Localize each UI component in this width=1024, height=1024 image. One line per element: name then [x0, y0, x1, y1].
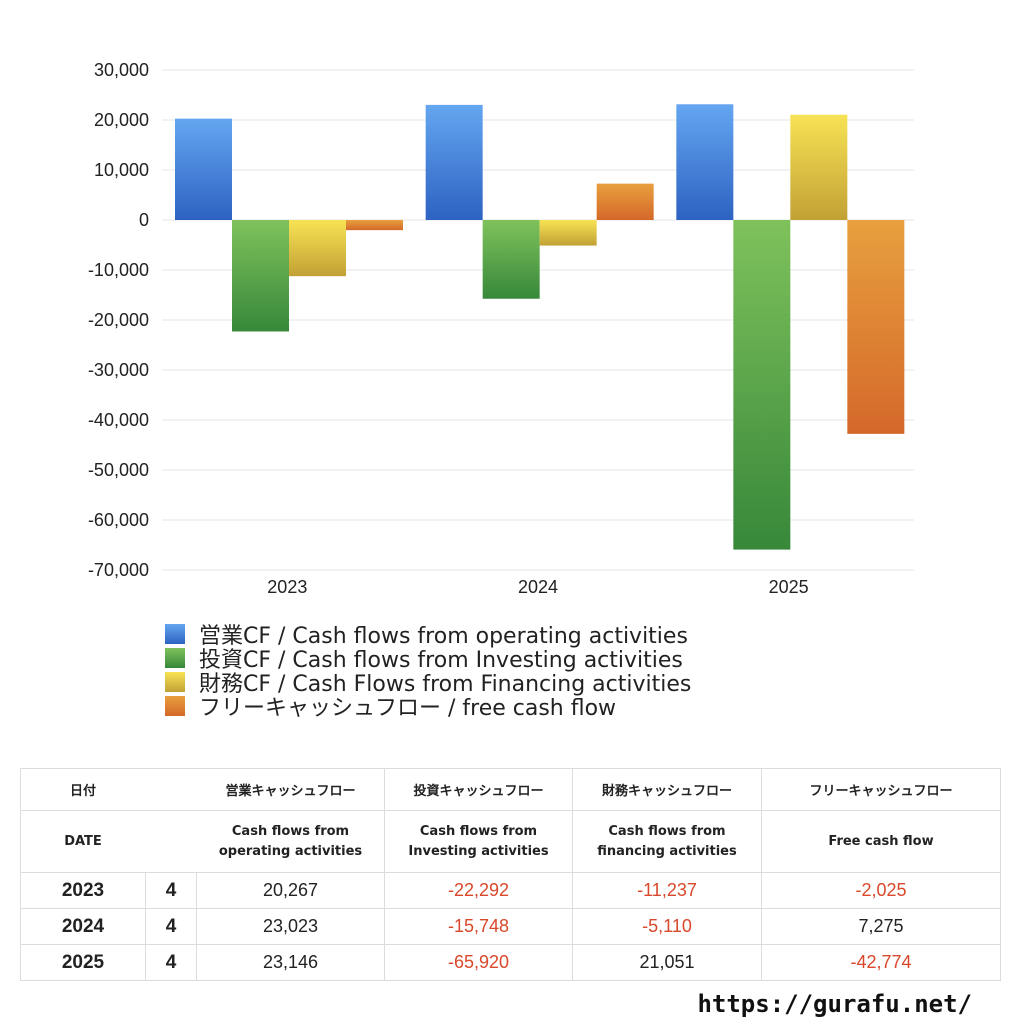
bar-2025-series-0 [676, 104, 734, 220]
bar-2024-series-2 [539, 220, 597, 246]
cell-financing: -5,110 [572, 908, 762, 945]
header-line: DATE [64, 833, 102, 849]
bar-2023-series-1 [232, 220, 289, 332]
legend-item-free-cash-flow: フリーキャッシュフロー / free cash flow [165, 694, 691, 721]
header-line: Free cash flow [828, 833, 934, 849]
cell-free-cf: -42,774 [761, 944, 1001, 981]
legend-label: 財務CF / Cash Flows from Financing activit… [199, 672, 692, 697]
y-tick-label: 20,000 [94, 110, 149, 130]
header-operating-en: Cash flows from operating activities [196, 810, 385, 873]
bar-2023-series-3 [346, 220, 403, 231]
cell-free-cf: 7,275 [761, 908, 1001, 945]
bar-2025-series-1 [733, 220, 791, 550]
source-url: https://gurafu.net/ [697, 990, 972, 1018]
cell-free-cf: -2,025 [761, 872, 1001, 909]
y-tick-label: -20,000 [88, 310, 149, 330]
header-date-en: DATE [20, 810, 146, 873]
header-line: Cash flows from [231, 823, 350, 839]
y-tick-label: 10,000 [94, 160, 149, 180]
cash-flow-table: 日付 営業キャッシュフロー 投資キャッシュフロー 財務キャッシュフロー フリーキ… [20, 768, 1001, 981]
row-quarter: 4 [145, 908, 197, 945]
cell-financing: 21,051 [572, 944, 762, 981]
bar-2024-series-3 [596, 183, 654, 220]
legend-swatch [165, 672, 185, 692]
header-financing-en: Cash flows from financing activities [572, 810, 762, 873]
legend-label: 投資CF / Cash flows from Investing activit… [199, 648, 683, 673]
x-tick-label: 2024 [518, 577, 558, 597]
table-row: 2023 4 20,267 -22,292 -11,237 -2,025 [20, 872, 1001, 909]
bar-2024-series-1 [482, 220, 540, 299]
cash-flow-bar-chart: 30,000 20,000 10,000 0 -10,000 -20,000 -30,000… [88, 60, 914, 597]
table-row: 2025 4 23,146 -65,920 21,051 -42,774 [20, 944, 1001, 981]
legend-swatch [165, 648, 185, 668]
y-tick-label: -70,000 [88, 560, 149, 580]
table-row: 2024 4 23,023 -15,748 -5,110 7,275 [20, 908, 1001, 945]
y-tick-label: -50,000 [88, 460, 149, 480]
x-tick-label: 2023 [267, 577, 307, 597]
legend-item-financing: 財務CF / Cash Flows from Financing activit… [165, 670, 691, 697]
table-header-en: DATE Cash flows from operating activities… [20, 810, 1001, 873]
legend-label: 営業CF / Cash flows from operating activit… [199, 624, 688, 649]
table-header-jp: 日付 営業キャッシュフロー 投資キャッシュフロー 財務キャッシュフロー フリーキ… [20, 768, 1001, 811]
header-line: financing activities [597, 843, 737, 859]
row-year: 2023 [20, 872, 146, 909]
bar-2025-series-3 [847, 220, 905, 434]
header-quarter-jp [145, 768, 197, 811]
header-free-cf-en: Free cash flow [761, 810, 1001, 873]
header-line: Investing activities [408, 843, 549, 859]
cell-operating: 23,146 [196, 944, 385, 981]
y-tick-label: -30,000 [88, 360, 149, 380]
header-quarter-en [145, 810, 197, 873]
header-investing-en: Cash flows from Investing activities [384, 810, 573, 873]
row-quarter: 4 [145, 872, 197, 909]
legend-swatch [165, 696, 185, 716]
header-date-jp: 日付 [20, 768, 146, 811]
y-tick-label: -10,000 [88, 260, 149, 280]
x-axis-ticks: 2023 2024 2025 [267, 577, 808, 597]
cell-investing: -22,292 [384, 872, 573, 909]
bar-2025-series-2 [790, 114, 848, 220]
y-tick-label: 0 [139, 210, 149, 230]
header-line: operating activities [218, 843, 363, 859]
header-line: Cash flows from [419, 823, 538, 839]
header-free-cf-jp: フリーキャッシュフロー [761, 768, 1001, 811]
y-tick-label: 30,000 [94, 60, 149, 80]
y-tick-label: -40,000 [88, 410, 149, 430]
legend-label: フリーキャッシュフロー / free cash flow [199, 696, 617, 721]
row-year: 2025 [20, 944, 146, 981]
bar-2023-series-2 [289, 220, 346, 277]
header-investing-jp: 投資キャッシュフロー [384, 768, 573, 811]
header-financing-jp: 財務キャッシュフロー [572, 768, 762, 811]
header-line: Cash flows from [608, 823, 726, 839]
legend-item-investing: 投資CF / Cash flows from Investing activit… [165, 646, 691, 673]
cell-investing: -15,748 [384, 908, 573, 945]
x-tick-label: 2025 [769, 577, 809, 597]
row-quarter: 4 [145, 944, 197, 981]
cell-operating: 23,023 [196, 908, 385, 945]
header-operating-jp: 営業キャッシュフロー [196, 768, 385, 811]
cell-operating: 20,267 [196, 872, 385, 909]
bar-2024-series-0 [425, 104, 483, 220]
cell-financing: -11,237 [572, 872, 762, 909]
row-year: 2024 [20, 908, 146, 945]
bars [175, 104, 905, 550]
bar-2023-series-0 [175, 118, 232, 220]
y-axis-ticks: 30,000 20,000 10,000 0 -10,000 -20,000 -30,000… [88, 60, 149, 580]
legend-item-operating: 営業CF / Cash flows from operating activit… [165, 622, 691, 649]
cell-investing: -65,920 [384, 944, 573, 981]
y-tick-label: -60,000 [88, 510, 149, 530]
legend: 営業CF / Cash flows from operating activit… [165, 622, 691, 721]
legend-swatch [165, 624, 185, 644]
